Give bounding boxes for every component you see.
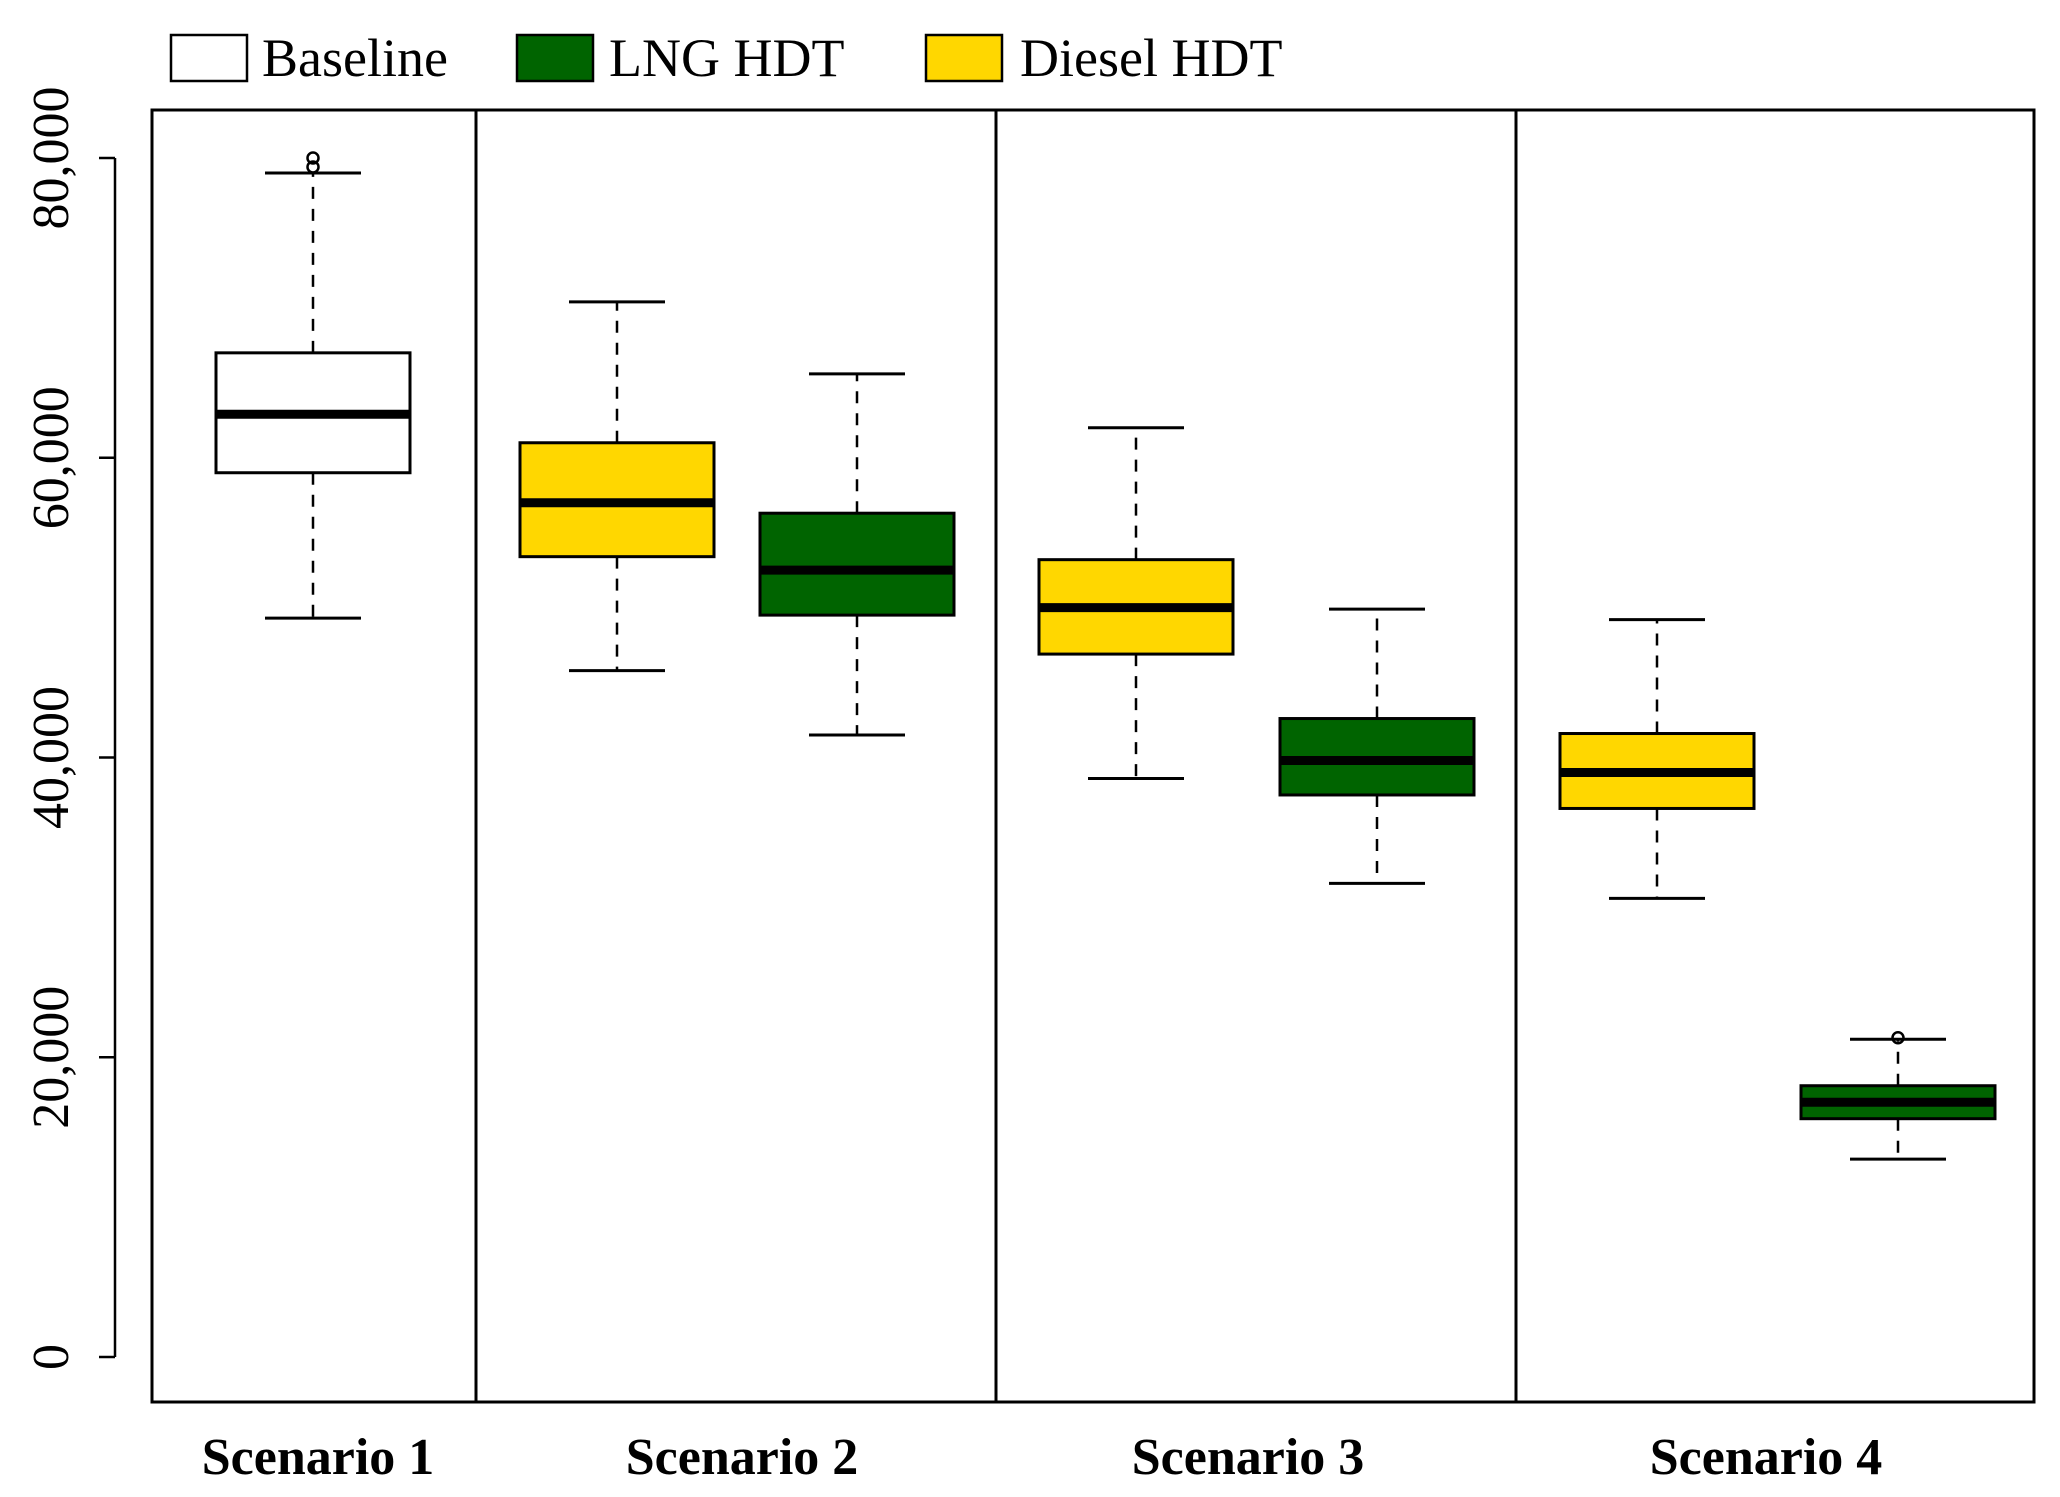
x-category-labels: Scenario 1 Scenario 2 Scenario 3 Scenario 4 xyxy=(202,1429,1883,1486)
box-lng-hdt xyxy=(758,372,956,737)
y-tick-label: 60,000 xyxy=(23,386,80,529)
legend-item: Diesel HDT xyxy=(924,28,1282,88)
legend-swatch xyxy=(515,33,595,83)
iqr-box xyxy=(758,511,956,617)
y-tick-label: 80,000 xyxy=(23,87,80,230)
y-tick-label: 0 xyxy=(23,1344,80,1370)
legend-item: LNG HDT xyxy=(515,28,844,88)
outlier-point xyxy=(306,160,320,174)
y-tick-label: 40,000 xyxy=(23,686,80,829)
category-label: Scenario 3 xyxy=(1132,1429,1365,1486)
box-series xyxy=(214,151,1997,1161)
legend: Baseline LNG HDT Diesel HDT xyxy=(169,28,1282,88)
box-baseline xyxy=(214,151,412,620)
legend-label: Diesel HDT xyxy=(1020,28,1282,88)
legend-swatch xyxy=(169,33,249,83)
box-lng-hdt xyxy=(1278,607,1476,885)
outlier-point xyxy=(306,151,320,165)
box-diesel-hdt xyxy=(518,300,716,673)
category-label: Scenario 1 xyxy=(202,1429,435,1486)
legend-label: LNG HDT xyxy=(609,28,844,88)
plot-frame xyxy=(150,108,2036,1404)
legend-item: Baseline xyxy=(169,28,448,88)
plot-border xyxy=(150,108,2036,1404)
outlier-point xyxy=(1891,1031,1905,1045)
category-label: Scenario 2 xyxy=(626,1429,859,1486)
box-diesel-hdt xyxy=(1037,426,1235,780)
box-diesel-hdt xyxy=(1558,618,1756,900)
legend-swatch xyxy=(924,33,1004,83)
category-label: Scenario 4 xyxy=(1650,1429,1883,1486)
legend-label: Baseline xyxy=(262,28,448,88)
box-lng-hdt xyxy=(1799,1031,1997,1161)
y-tick-label: 20,000 xyxy=(23,986,80,1129)
y-axis: 0 20,000 40,000 60,000 80,000 xyxy=(23,87,117,1370)
